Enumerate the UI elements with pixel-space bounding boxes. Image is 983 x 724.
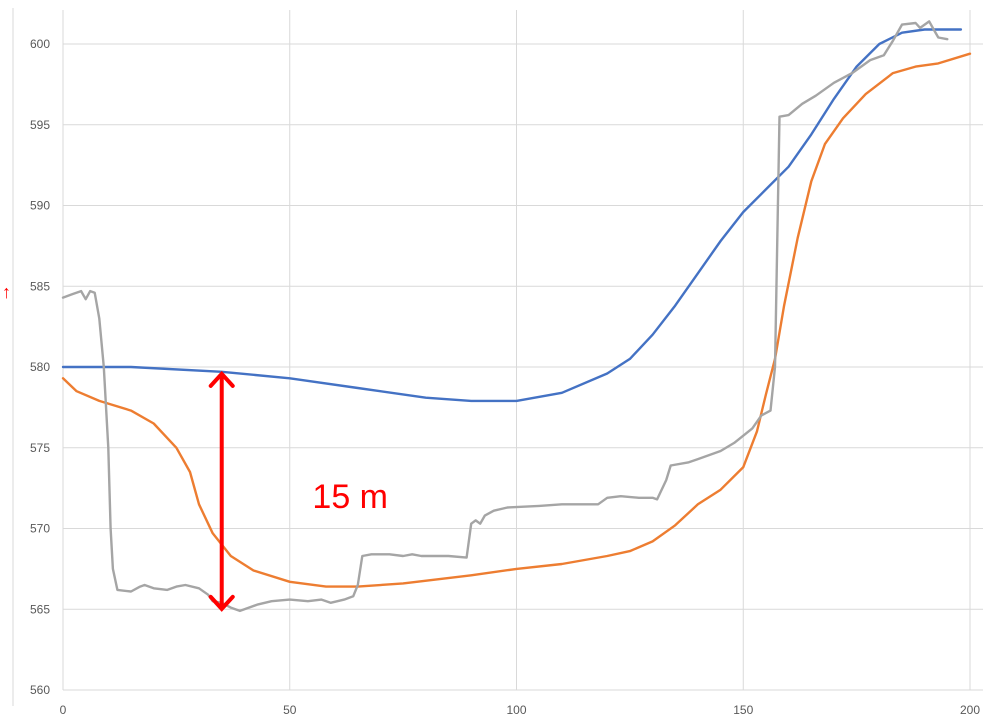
y-tick-label: 590	[30, 199, 50, 213]
series-lines	[61, 20, 972, 613]
annotations: 15 m	[208, 370, 388, 612]
x-axis-ticks: 0 50 100 150 200	[60, 703, 981, 717]
x-tick-label: 50	[283, 703, 297, 717]
y-tick-label: 560	[30, 683, 50, 697]
y-tick-label: 585	[30, 279, 50, 293]
depth-arrow-head-top	[208, 370, 235, 388]
x-tick-label: 0	[60, 703, 67, 717]
y-tick-label: 575	[30, 441, 50, 455]
y-tick-label: 570	[30, 522, 50, 536]
series-line-3	[61, 20, 949, 613]
y-axis-ticks: 560 565 570 575 580 585 590 595 600	[30, 37, 50, 697]
y-tick-label: 595	[30, 118, 50, 132]
x-tick-label: 200	[960, 703, 980, 717]
depth-annotation-label: 15 m	[312, 478, 388, 516]
y-tick-label: 600	[30, 37, 50, 51]
series-line-1	[61, 28, 963, 403]
y-tick-label: 580	[30, 360, 50, 374]
x-tick-label: 150	[733, 703, 753, 717]
gridlines	[62, 10, 983, 691]
series-line-2	[61, 52, 972, 588]
cropped-marker: ↑	[2, 282, 11, 302]
depth-arrow-head-bottom	[208, 594, 235, 612]
y-tick-label: 565	[30, 602, 50, 616]
x-tick-label: 100	[506, 703, 526, 717]
